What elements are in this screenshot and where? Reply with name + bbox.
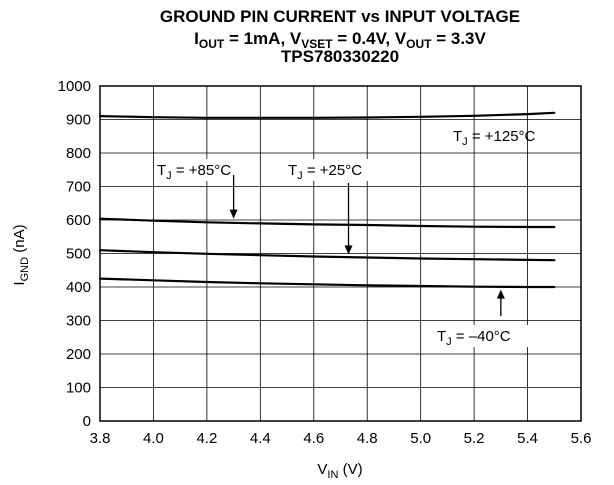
x-tick-label: 5.2 [464, 430, 485, 447]
chart-part-number: TPS780330220 [281, 47, 399, 66]
x-tick-label: 5.4 [517, 430, 538, 447]
series-line-minus40c [98, 277, 556, 289]
x-axis-label: VIN (V) [317, 461, 362, 481]
y-tick-label: 600 [66, 212, 91, 229]
x-tick-label: 3.8 [90, 430, 111, 447]
y-tick-label: 1000 [58, 78, 91, 95]
series-line-125c [98, 111, 556, 119]
series-layer [98, 111, 556, 289]
x-tick-label: 4.2 [196, 430, 217, 447]
y-tick-label: 500 [66, 246, 91, 263]
chart-subtitle: IOUT = 1mA, VVSET = 0.4V, VOUT = 3.3V [194, 29, 486, 51]
annotations: TJ = +125°C TJ = +85°C TJ = +25°C TJ = –40°… [154, 128, 536, 348]
y-tick-label: 0 [83, 413, 91, 430]
label-125c: TJ = +125°C [453, 128, 536, 148]
label-minus40c: TJ = –40°C [437, 328, 511, 348]
label-85c-arrow-head [229, 209, 238, 219]
label-85c-bg [154, 159, 256, 181]
y-tick-label: 300 [66, 313, 91, 330]
label-25c: TJ = +25°C [288, 162, 362, 182]
y-tick-label: 200 [66, 346, 91, 363]
series-line-25c [98, 249, 556, 262]
y-tick-label: 800 [66, 145, 91, 162]
x-tick-label: 4.4 [250, 430, 271, 447]
label-minus40c-bg [434, 325, 536, 347]
y-tick-label: 900 [66, 112, 91, 129]
series-line-85c [98, 217, 556, 229]
y-tick-label: 700 [66, 179, 91, 196]
x-tick-label: 4.8 [357, 430, 378, 447]
x-tick-label: 5.0 [410, 430, 431, 447]
label-25c-arrow-head [344, 245, 353, 255]
x-tick-label: 4.0 [143, 430, 164, 447]
y-tick-label: 100 [66, 380, 91, 397]
tick-labels: 3.8 4.0 4.2 4.4 4.6 4.8 5.0 5.2 5.4 5.6 0 100 200 300… [58, 78, 592, 447]
label-25c-bg [285, 159, 387, 181]
y-tick-label: 400 [66, 279, 91, 296]
label-minus40c-arrow-head [496, 289, 505, 299]
plot-frame [99, 85, 582, 422]
x-tick-label: 4.6 [303, 430, 324, 447]
label-85c: TJ = +85°C [157, 162, 231, 182]
y-axis-label: IGND (nA) [11, 224, 31, 285]
chart-title: GROUND PIN CURRENT vs INPUT VOLTAGE [160, 7, 520, 26]
x-tick-label: 5.6 [571, 430, 592, 447]
